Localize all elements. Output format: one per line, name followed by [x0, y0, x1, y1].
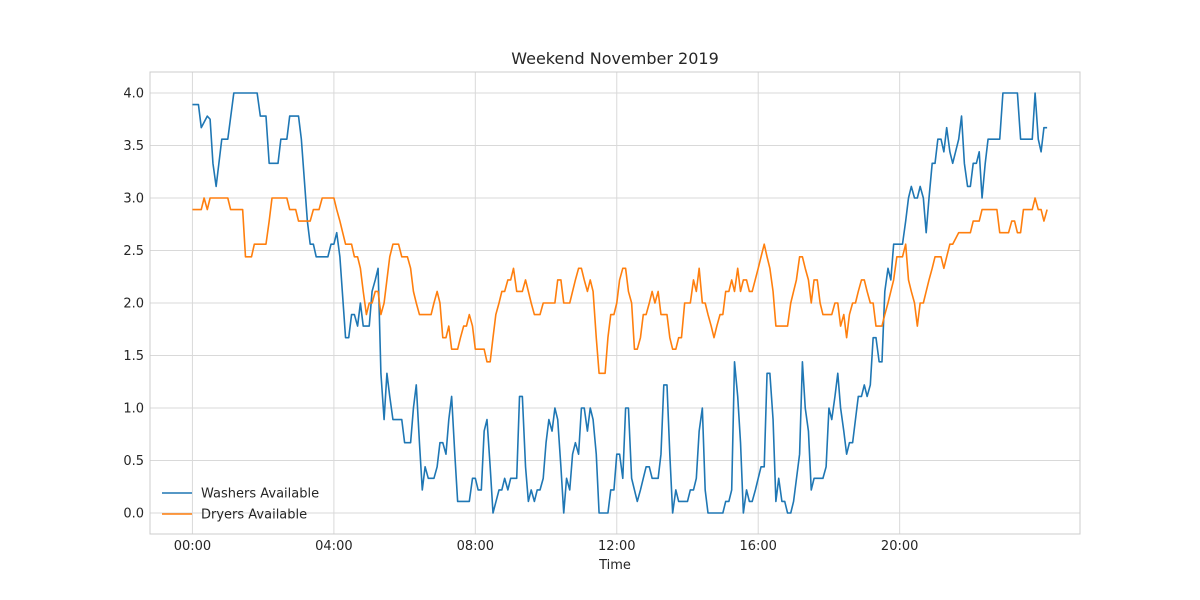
y-tick-label: 0.5 [123, 454, 144, 469]
y-tick-label: 3.5 [123, 139, 144, 154]
x-tick-label: 16:00 [739, 539, 776, 554]
legend-label: Dryers Available [201, 508, 307, 523]
legend-label: Washers Available [201, 487, 319, 502]
x-tick-label: 20:00 [881, 539, 918, 554]
y-axis-ticks: 0.0 0.5 1.0 1.5 2.0 2.5 3.0 3.5 4.0 [123, 87, 144, 522]
y-tick-label: 1.5 [123, 349, 144, 364]
y-tick-label: 4.0 [123, 87, 144, 102]
x-tick-label: 08:00 [457, 539, 494, 554]
x-tick-label: 00:00 [174, 539, 211, 554]
y-tick-label: 2.5 [123, 244, 144, 259]
y-tick-label: 0.0 [123, 507, 144, 522]
y-tick-label: 1.0 [123, 402, 144, 417]
x-tick-label: 04:00 [315, 539, 352, 554]
x-tick-label: 12:00 [598, 539, 635, 554]
y-tick-label: 3.0 [123, 192, 144, 207]
y-tick-label: 2.0 [123, 297, 144, 312]
x-axis-label: Time [598, 558, 631, 573]
chart-title: Weekend November 2019 [511, 49, 719, 68]
